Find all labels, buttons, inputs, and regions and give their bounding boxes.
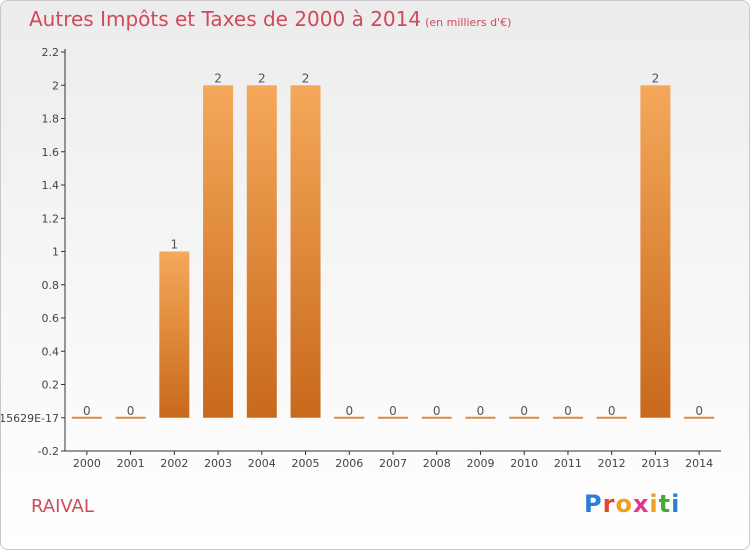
x-tick-label: 2004 (248, 457, 276, 470)
data-label: 0 (345, 404, 353, 418)
x-tick-label: 2013 (641, 457, 669, 470)
logo-letter: t (658, 490, 672, 518)
data-label: 2 (258, 71, 266, 85)
chart-title: Autres Impôts et Taxes de 2000 à 2014 (en… (29, 7, 511, 31)
logo-letter: i (671, 490, 681, 518)
bar (552, 416, 583, 419)
data-label: 0 (83, 404, 91, 418)
y-tick-label: 1.6 (42, 146, 60, 159)
data-label: 0 (389, 404, 397, 418)
data-label: 0 (564, 404, 572, 418)
data-label: 0 (608, 404, 616, 418)
x-tick-label: 2010 (510, 457, 538, 470)
x-tick-label: 2012 (598, 457, 626, 470)
proxiti-logo: Proxiti (584, 490, 680, 518)
logo-letter: x (632, 490, 650, 518)
x-tick-label: 2000 (73, 457, 101, 470)
x-tick-label: 2008 (423, 457, 451, 470)
data-label: 0 (477, 404, 485, 418)
bar (421, 416, 452, 419)
x-tick-label: 2011 (554, 457, 582, 470)
data-label: 0 (127, 404, 135, 418)
x-tick-label: 2005 (292, 457, 320, 470)
y-tick-label: 0.2 (42, 379, 60, 392)
bar (465, 416, 496, 419)
data-label: 0 (433, 404, 441, 418)
chart-subtitle: (en milliers d'€) (425, 16, 512, 29)
y-tick-label: 2.2 (42, 46, 60, 59)
bar (684, 416, 715, 419)
logo-letter: o (615, 490, 633, 518)
bar (640, 85, 671, 418)
y-tick-label: 0.8 (42, 279, 60, 292)
x-tick-label: 2006 (335, 457, 363, 470)
data-label: 0 (520, 404, 528, 418)
logo-letter: r (602, 490, 616, 518)
data-label: 2 (214, 71, 222, 85)
bar (290, 85, 321, 418)
chart-title-text: Autres Impôts et Taxes de 2000 à 2014 (29, 7, 422, 31)
y-tick-label: 1.8 (42, 113, 60, 126)
data-label: 0 (695, 404, 703, 418)
data-label: 2 (652, 71, 660, 85)
y-tick-label: 1.4 (42, 179, 60, 192)
bar (115, 416, 146, 419)
commune-name: RAIVAL (31, 496, 94, 517)
bar (334, 416, 365, 419)
y-tick-label: 1 (52, 246, 59, 259)
bar (596, 416, 627, 419)
x-tick-label: 2009 (466, 457, 494, 470)
y-tick-label: 0.6 (42, 312, 60, 325)
data-label: 1 (171, 238, 179, 252)
bar (378, 416, 408, 419)
bar (71, 416, 102, 419)
logo-letter: i (649, 490, 659, 518)
bar (509, 416, 540, 419)
logo-letter: P (584, 490, 603, 518)
x-tick-label: 2014 (685, 457, 713, 470)
bar (203, 85, 234, 418)
y-tick-label: -15629E-17 (1, 412, 59, 425)
x-tick-label: 2002 (160, 457, 188, 470)
y-tick-label: -0.2 (38, 445, 59, 458)
y-tick-label: 2 (52, 79, 59, 92)
y-tick-label: 1.2 (42, 212, 60, 225)
x-tick-label: 2001 (117, 457, 145, 470)
bar (159, 251, 190, 418)
x-tick-label: 2003 (204, 457, 232, 470)
y-tick-label: 0.4 (42, 345, 60, 358)
data-label: 2 (302, 71, 310, 85)
x-tick-label: 2007 (379, 457, 407, 470)
bar (246, 85, 277, 418)
